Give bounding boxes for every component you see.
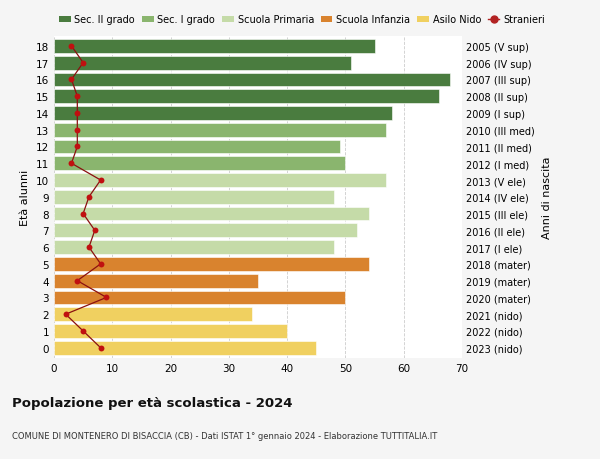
Point xyxy=(73,110,82,118)
Point xyxy=(90,227,100,235)
Point xyxy=(73,93,82,101)
Bar xyxy=(54,174,386,187)
Point xyxy=(61,311,70,318)
Bar xyxy=(54,190,334,204)
Text: Popolazione per età scolastica - 2024: Popolazione per età scolastica - 2024 xyxy=(12,396,293,409)
Point xyxy=(96,261,106,268)
Bar xyxy=(54,274,258,288)
Point xyxy=(96,177,106,185)
Bar xyxy=(54,107,392,121)
Bar xyxy=(54,341,316,355)
Bar xyxy=(54,241,334,254)
Bar xyxy=(54,257,369,271)
Point xyxy=(96,344,106,352)
Bar xyxy=(54,291,346,305)
Legend: Sec. II grado, Sec. I grado, Scuola Primaria, Scuola Infanzia, Asilo Nido, Stran: Sec. II grado, Sec. I grado, Scuola Prim… xyxy=(59,16,545,25)
Bar xyxy=(54,207,369,221)
Bar xyxy=(54,56,351,70)
Point xyxy=(67,43,76,50)
Bar xyxy=(54,325,287,338)
Point xyxy=(79,328,88,335)
Bar xyxy=(54,140,340,154)
Bar xyxy=(54,308,252,321)
Bar xyxy=(54,123,386,137)
Bar xyxy=(54,157,346,171)
Point xyxy=(67,77,76,84)
Point xyxy=(79,210,88,218)
Point xyxy=(73,277,82,285)
Bar xyxy=(54,40,374,54)
Point xyxy=(84,194,94,201)
Point xyxy=(73,144,82,151)
Y-axis label: Età alunni: Età alunni xyxy=(20,169,31,225)
Point xyxy=(73,127,82,134)
Point xyxy=(79,60,88,67)
Point xyxy=(67,160,76,168)
Point xyxy=(84,244,94,251)
Text: COMUNE DI MONTENERO DI BISACCIA (CB) - Dati ISTAT 1° gennaio 2024 - Elaborazione: COMUNE DI MONTENERO DI BISACCIA (CB) - D… xyxy=(12,431,437,440)
Bar xyxy=(54,224,357,238)
Bar xyxy=(54,73,451,87)
Point xyxy=(101,294,111,302)
Bar xyxy=(54,90,439,104)
Y-axis label: Anni di nascita: Anni di nascita xyxy=(542,156,552,239)
